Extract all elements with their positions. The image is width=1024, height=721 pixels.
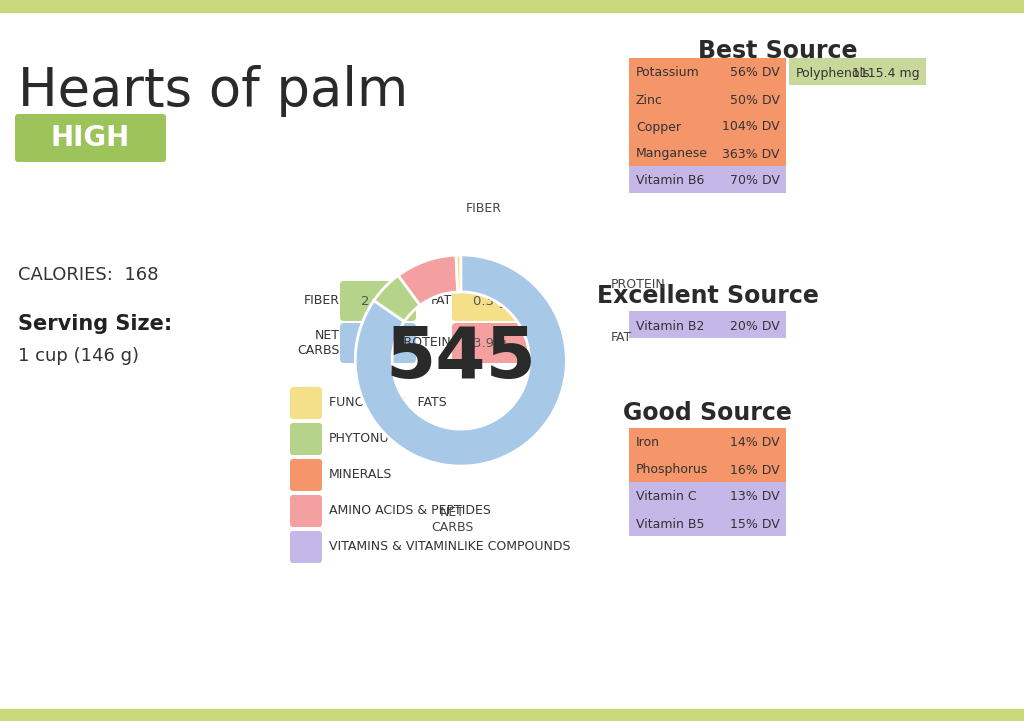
- Wedge shape: [398, 255, 458, 305]
- FancyBboxPatch shape: [629, 85, 786, 112]
- Text: CALORIES:  168: CALORIES: 168: [18, 266, 159, 284]
- Text: Best Source: Best Source: [697, 39, 857, 63]
- FancyBboxPatch shape: [15, 114, 166, 162]
- Text: Polyphenols: Polyphenols: [796, 66, 870, 79]
- Text: 20% DV: 20% DV: [730, 319, 780, 332]
- FancyBboxPatch shape: [629, 58, 786, 85]
- Text: 70% DV: 70% DV: [730, 174, 780, 187]
- Text: Potassium: Potassium: [636, 66, 699, 79]
- FancyBboxPatch shape: [629, 509, 786, 536]
- Text: Serving Size:: Serving Size:: [18, 314, 172, 334]
- FancyBboxPatch shape: [290, 495, 322, 527]
- FancyBboxPatch shape: [340, 281, 416, 321]
- Text: 14% DV: 14% DV: [730, 436, 780, 449]
- FancyBboxPatch shape: [452, 323, 528, 363]
- Text: 13% DV: 13% DV: [730, 490, 780, 503]
- Text: 104% DV: 104% DV: [722, 120, 780, 133]
- Text: PHYTONUTRIENTS: PHYTONUTRIENTS: [329, 431, 442, 445]
- Text: MINERALS: MINERALS: [329, 467, 392, 480]
- Text: 1 cup (146 g): 1 cup (146 g): [18, 347, 139, 365]
- Text: 2.2 g: 2.2 g: [361, 294, 395, 307]
- FancyBboxPatch shape: [290, 423, 322, 455]
- Text: Zinc: Zinc: [636, 94, 663, 107]
- Text: FIBER: FIBER: [466, 202, 502, 215]
- Text: PROTEIN: PROTEIN: [397, 337, 452, 350]
- FancyBboxPatch shape: [629, 166, 786, 193]
- FancyBboxPatch shape: [452, 281, 528, 321]
- FancyBboxPatch shape: [629, 428, 786, 455]
- FancyBboxPatch shape: [629, 311, 786, 338]
- Text: Iron: Iron: [636, 436, 660, 449]
- FancyBboxPatch shape: [290, 387, 322, 419]
- Text: NET
CARBS: NET CARBS: [431, 506, 473, 534]
- Wedge shape: [456, 255, 461, 292]
- FancyBboxPatch shape: [629, 455, 786, 482]
- Text: NET
CARBS: NET CARBS: [298, 329, 340, 357]
- FancyBboxPatch shape: [290, 459, 322, 491]
- Text: HIGH: HIGH: [50, 124, 130, 152]
- Text: 35.2 g: 35.2 g: [356, 337, 399, 350]
- Text: 363% DV: 363% DV: [723, 148, 780, 161]
- Text: FUNCTIONAL  FATS: FUNCTIONAL FATS: [329, 396, 446, 409]
- Text: Manganese: Manganese: [636, 148, 708, 161]
- Text: 3.9 g: 3.9 g: [473, 337, 507, 350]
- Text: 15% DV: 15% DV: [730, 518, 780, 531]
- FancyBboxPatch shape: [790, 58, 926, 85]
- Text: Phosphorus: Phosphorus: [636, 464, 709, 477]
- Text: FAT: FAT: [610, 331, 632, 344]
- Text: Vitamin B6: Vitamin B6: [636, 174, 705, 187]
- Text: FAT: FAT: [431, 294, 452, 307]
- FancyBboxPatch shape: [629, 139, 786, 166]
- Text: FIBER: FIBER: [304, 294, 340, 307]
- FancyBboxPatch shape: [340, 323, 416, 363]
- FancyBboxPatch shape: [629, 482, 786, 509]
- Text: Excellent Source: Excellent Source: [597, 284, 818, 308]
- Wedge shape: [374, 275, 420, 322]
- FancyBboxPatch shape: [629, 112, 786, 139]
- Text: 1115.4 mg: 1115.4 mg: [852, 66, 920, 79]
- Text: 50% DV: 50% DV: [730, 94, 780, 107]
- Text: 545: 545: [385, 324, 537, 393]
- Wedge shape: [355, 255, 566, 466]
- Text: PROTEIN: PROTEIN: [610, 278, 666, 291]
- Text: 0.3 g: 0.3 g: [473, 294, 507, 307]
- Text: VITAMINS & VITAMINLIKE COMPOUNDS: VITAMINS & VITAMINLIKE COMPOUNDS: [329, 539, 570, 552]
- Text: AMINO ACIDS & PEPTIDES: AMINO ACIDS & PEPTIDES: [329, 503, 490, 516]
- Text: Copper: Copper: [636, 120, 681, 133]
- Text: Vitamin B5: Vitamin B5: [636, 518, 705, 531]
- Text: Good Source: Good Source: [623, 401, 792, 425]
- Text: 56% DV: 56% DV: [730, 66, 780, 79]
- Text: 16% DV: 16% DV: [730, 464, 780, 477]
- FancyBboxPatch shape: [290, 531, 322, 563]
- Text: Hearts of palm: Hearts of palm: [18, 65, 409, 117]
- Text: Vitamin C: Vitamin C: [636, 490, 696, 503]
- Text: Vitamin B2: Vitamin B2: [636, 319, 705, 332]
